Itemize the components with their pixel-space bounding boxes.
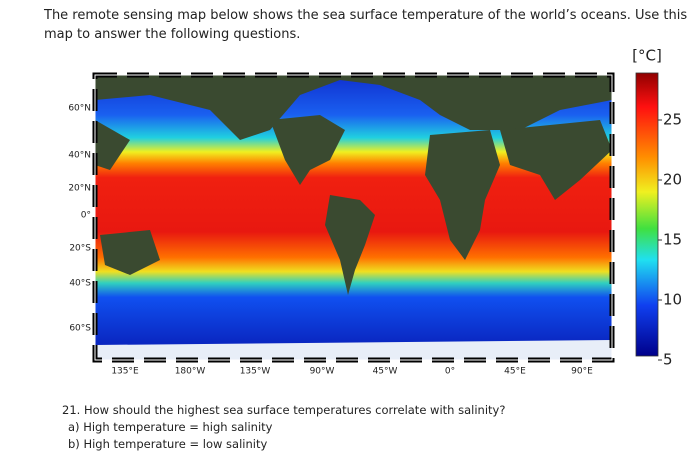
question-text: 21. How should the highest sea surface t… (62, 403, 506, 417)
longitude-label: 0° (445, 367, 455, 377)
longitude-label: 45°E (504, 367, 526, 377)
intro-line: The remote sensing map below shows the s… (44, 8, 688, 23)
colorbar-tick-label: 5 (663, 351, 673, 369)
map: 60°N40°N20°N0°20°S40°S60°S 135°E 180°W 135… (68, 72, 615, 377)
latitude-label: 0° (81, 211, 91, 221)
longitude-label: 45°W (373, 367, 398, 377)
colorbar-tick-label: 20 (663, 171, 682, 189)
longitude-label: 90°E (571, 367, 593, 377)
longitude-labels: 135°E 180°W 135°W 90°W 45°W 0° 45°E 90°E (111, 367, 593, 377)
colorbar-scale (635, 72, 659, 357)
longitude-label: 90°W (310, 367, 335, 377)
latitude-label: 40°N (68, 151, 91, 161)
latitude-label: 20°N (68, 184, 91, 194)
colorbar-tick-label: 15 (663, 231, 682, 249)
colorbar-tick-label: 10 (663, 291, 682, 309)
latitude-label: 40°S (69, 279, 91, 289)
colorbar-ticks: 25 20 15 10 5 (658, 111, 682, 369)
question: 21. How should the highest sea surface t… (62, 402, 505, 453)
latitude-labels: 60°N 40°N 20°N 0° 20°S 40°S 60°S (68, 104, 91, 334)
colorbar: [°C] 25 20 15 10 5 (632, 47, 682, 369)
colorbar-tick-label: 25 (663, 111, 682, 129)
latitude-label: 60°S (69, 324, 91, 334)
latitude-label: 20°S (69, 244, 91, 254)
latitude-label: 60°N (68, 104, 91, 114)
longitude-label: 135°E (111, 367, 139, 377)
longitude-label: 180°W (175, 367, 206, 377)
map-border (94, 74, 613, 361)
longitude-label: 135°W (240, 367, 271, 377)
option[interactable]: a) High temperature = high salinity (68, 420, 273, 434)
option[interactable]: b) High temperature = low salinity (68, 437, 268, 451)
intro-line: map to answer the following questions. (44, 27, 301, 42)
intro: The remote sensing map below shows the s… (44, 6, 687, 44)
land (95, 75, 612, 360)
colorbar-unit: [°C] (632, 47, 662, 65)
